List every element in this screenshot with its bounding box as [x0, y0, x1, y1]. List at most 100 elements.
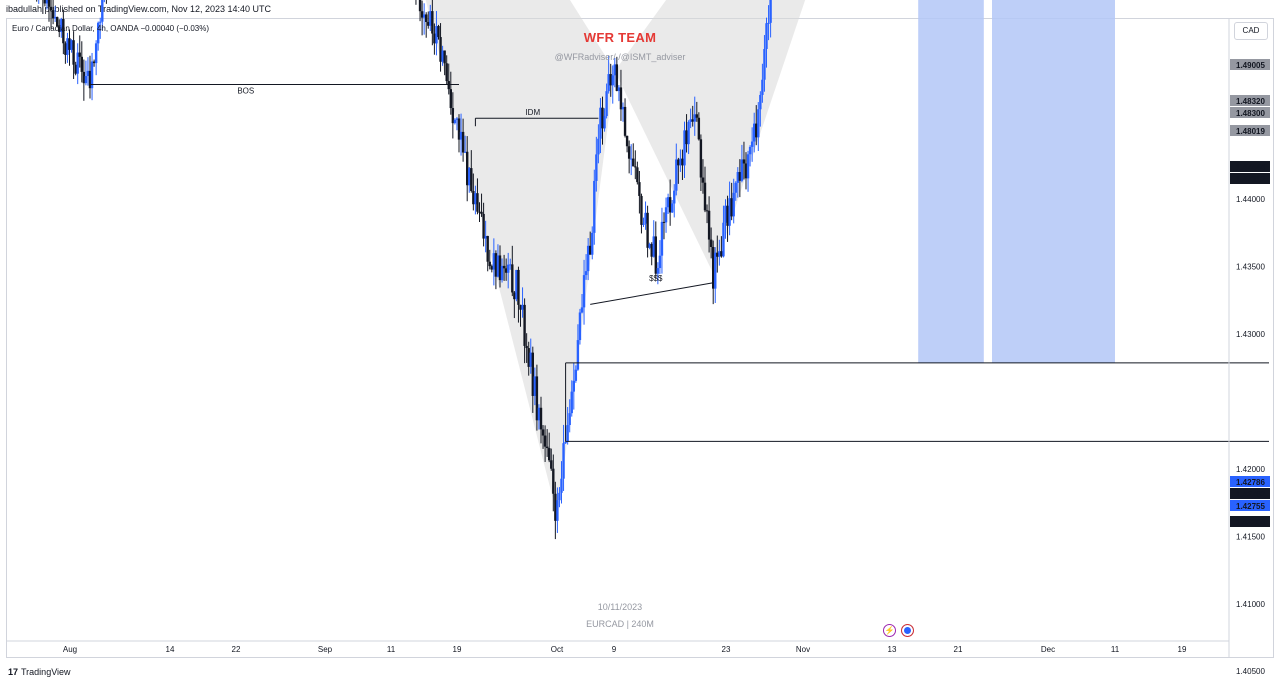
price-tick-10: 1.41500 [1236, 532, 1265, 541]
candle-body-306 [636, 167, 639, 183]
candle-body-44 [99, 21, 102, 23]
candle-body-371 [769, 0, 772, 23]
candle-body-281 [584, 271, 588, 276]
candle-body-270 [562, 443, 565, 479]
candle-body-316 [656, 268, 660, 274]
currency-button[interactable]: CAD [1234, 22, 1268, 40]
time-tick-7: 9 [612, 645, 617, 654]
price-badge-bg-6 [1230, 476, 1270, 487]
price-badge-bg-1 [1230, 95, 1270, 106]
price-badge-bg-7 [1230, 488, 1270, 499]
candle-body-311 [646, 212, 649, 248]
candle-body-219 [457, 118, 461, 140]
candle-body-291 [605, 91, 608, 117]
candle-body-370 [767, 22, 770, 24]
candle-body-332 [689, 119, 692, 122]
candle-body-305 [634, 166, 637, 168]
tradingview-logo-icon: 17 [8, 667, 19, 677]
price-tick-6: 1.44000 [1236, 195, 1265, 204]
candle-body-336 [697, 117, 701, 140]
candle-body-218 [455, 118, 459, 120]
label-bos: BOS [237, 87, 254, 96]
candle-body-274 [570, 391, 573, 414]
price-badge-5: 1.47312 [1236, 175, 1265, 184]
time-tick-8: 23 [722, 645, 731, 654]
candle-body-344 [714, 252, 717, 289]
candle-body-346 [718, 251, 721, 257]
candle-body-282 [586, 245, 590, 272]
candle-body-348 [722, 222, 725, 257]
price-tick-7: 1.43500 [1236, 263, 1265, 272]
candle-body-315 [654, 236, 657, 274]
candle-body-43 [97, 22, 100, 44]
candle-body-314 [652, 236, 655, 257]
candle-body-263 [548, 448, 551, 461]
symbol-info[interactable]: Euro / Canadian Dollar, 4h, OANDA −0.000… [12, 24, 210, 33]
candle-body-276 [574, 369, 578, 381]
price-badge-bg-3 [1230, 125, 1270, 136]
candle-body-343 [712, 247, 715, 289]
candle-body-262 [545, 446, 549, 449]
snapshot-date: 10/11/2023 [597, 602, 643, 612]
candle-body-296 [615, 64, 619, 91]
candle-body-258 [537, 407, 541, 421]
candle-body-368 [763, 48, 766, 80]
candle-body-247 [515, 269, 518, 300]
publish-header: ibadullah published on TradingView.com, … [6, 4, 272, 14]
candle-body-21 [51, 10, 55, 19]
candle-body-299 [621, 106, 625, 110]
candle-body-216 [451, 108, 455, 124]
price-badge-bg-2 [1230, 107, 1270, 118]
candle-body-42 [94, 43, 98, 64]
candle-body-41 [92, 61, 96, 64]
candle-body-39 [88, 70, 92, 89]
candle-body-26 [62, 19, 65, 44]
candle-body-18 [45, 0, 49, 4]
time-tick-4: 11 [387, 645, 396, 654]
price-badge-bg-4 [1230, 161, 1270, 172]
candle-body-322 [668, 197, 672, 213]
candle-body-260 [541, 429, 545, 436]
time-tick-0: Aug [63, 645, 77, 654]
candle-body-224 [468, 168, 471, 186]
candle-body-301 [625, 135, 629, 147]
flash-event-icon[interactable]: ⚡ [883, 624, 896, 637]
time-tick-5: 19 [453, 645, 462, 654]
candle-body-360 [746, 154, 750, 179]
candle-body-354 [734, 182, 737, 193]
candle-body-225 [470, 168, 473, 191]
price-badge-bg-9 [1230, 516, 1270, 527]
candle-body-345 [716, 252, 719, 257]
flag-event-icon[interactable] [901, 624, 914, 637]
candle-body-17 [43, 0, 47, 4]
candle-body-268 [558, 492, 561, 501]
time-tick-12: Dec [1041, 645, 1055, 654]
candle-body-22 [53, 16, 57, 19]
candle-body-212 [443, 50, 446, 64]
candle-body-334 [693, 114, 696, 122]
price-badge-8: 1.42755 [1236, 502, 1265, 511]
candle-body-349 [724, 205, 727, 223]
candle-body-351 [728, 198, 731, 226]
candle-body-206 [431, 11, 434, 34]
candle-body-302 [627, 146, 631, 159]
time-tick-1: 14 [166, 645, 175, 654]
candle-body-33 [76, 52, 79, 74]
candle-body-20 [49, 6, 53, 11]
candle-body-335 [695, 114, 698, 118]
tradingview-brand[interactable]: 17 TradingView [8, 667, 71, 677]
price-badge-bg-5 [1230, 173, 1270, 184]
candle-body-303 [630, 158, 633, 160]
candle-body-28 [66, 38, 69, 55]
price-badge-7: 1.42762 [1236, 490, 1265, 499]
annotation-labels-layer: LQ sweepBOSIDM$$$$$$$$$XD0.963 [237, 87, 663, 283]
price-badge-0: 1.49005 [1236, 61, 1265, 70]
candle-body-329 [683, 130, 686, 166]
candle-body-264 [550, 460, 553, 469]
candle-body-208 [435, 26, 438, 44]
candle-body-32 [74, 64, 77, 74]
candle-body-339 [703, 182, 707, 211]
candle-body-300 [623, 106, 627, 136]
candle-body-249 [519, 304, 522, 310]
